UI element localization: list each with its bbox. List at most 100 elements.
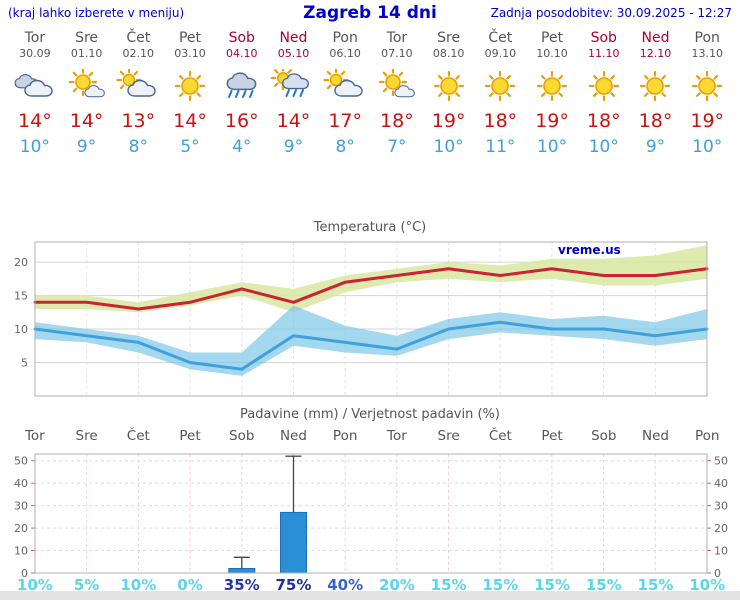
temp-chart-border — [34, 241, 708, 397]
precip-y-tick-label: 0 — [21, 567, 28, 579]
precip-probability: 15% — [534, 576, 570, 594]
day-temp-min: 10° — [536, 137, 568, 157]
day-temp-max: 14° — [173, 110, 207, 132]
day-date: 07.10 — [381, 47, 413, 60]
day-temp-min: 8° — [335, 137, 355, 157]
day-name: Pet — [541, 30, 564, 46]
precip-y-tick-label: 50 — [714, 455, 728, 468]
day-column: Čet 02.10 13° 8° — [112, 30, 164, 170]
day-name: Sob — [590, 30, 617, 46]
temp-y-tick-label: 20 — [14, 256, 28, 269]
day-name: Sre — [75, 30, 99, 46]
precip-day-label: Sre — [437, 428, 460, 444]
day-temp-max: 17° — [328, 110, 363, 132]
precip-day-label: Ned — [641, 428, 669, 444]
precip-probability: 10% — [689, 576, 726, 594]
precip-probability: 10% — [120, 576, 157, 594]
precip-y-tick-label: 40 — [714, 477, 728, 490]
precip-day-label: Tor — [387, 428, 407, 444]
precip-bar — [228, 568, 256, 574]
day-column: Ned 05.10 14° 9° — [268, 30, 320, 170]
days-row: Tor 30.09 14° 10° Sre 01.10 14° 9° Čet 02.10 13° 8°… — [0, 30, 740, 170]
mostly-cloudy-icon — [112, 67, 164, 103]
sunny-icon — [474, 69, 526, 103]
precip-probability: 10% — [16, 576, 53, 594]
day-temp-min: 7° — [387, 137, 407, 157]
day-date: 05.10 — [277, 47, 310, 60]
precip-y-tick-label: 40 — [14, 477, 28, 490]
day-date: 10.10 — [536, 47, 568, 60]
precip-bar — [280, 511, 307, 574]
page-title: Zagreb 14 dni — [303, 3, 437, 23]
temp-y-tick-label: 10 — [14, 323, 28, 336]
day-temp-max: 18° — [586, 110, 621, 132]
day-temp-min: 9° — [283, 137, 304, 157]
day-column: Pet 03.10 14° 5° — [164, 30, 216, 170]
precip-y-tick-label: 20 — [714, 522, 728, 535]
precip-day-labels: Tor Sre Čet Pet Sob Ned Pon Tor Sre Čet Pet Sob Ned P… — [0, 428, 740, 444]
precip-day-label: Sob — [591, 428, 617, 444]
day-column: Pon 13.10 19° 10° — [681, 30, 733, 170]
precip-probability: 75% — [275, 576, 312, 594]
precip-day-label: Sre — [75, 428, 98, 444]
day-name: Sre — [437, 30, 461, 46]
day-temp-min: 10° — [692, 137, 723, 157]
precip-prob-row: 10% 5% 10% 0% 35% 75% 40% 20% 15% 15% 15% 15% 15% 10% — [0, 576, 740, 594]
day-column: Pet 10.10 19° 10° — [526, 30, 578, 170]
day-column: Tor 07.10 18° 7° — [371, 30, 423, 170]
precip-y-tick-label: 10 — [714, 545, 728, 558]
day-temp-min: 5° — [180, 137, 200, 157]
precip-day-label: Čet — [488, 428, 512, 444]
day-name: Pet — [178, 30, 202, 46]
sunny-icon — [681, 69, 733, 103]
day-date: 09.10 — [484, 47, 517, 60]
day-name: Ned — [279, 30, 308, 46]
day-column: Sob 04.10 16° 4° — [216, 30, 268, 170]
precip-probability: 15% — [430, 576, 467, 594]
day-column: Sre 08.10 19° 10° — [423, 30, 475, 170]
day-date: 13.10 — [691, 47, 723, 60]
precip-y-tick-label: 50 — [14, 455, 28, 468]
precip-day-label: Pet — [179, 428, 201, 444]
day-date: 30.09 — [19, 47, 51, 60]
day-column: Pon 06.10 17° 8° — [319, 30, 371, 170]
day-temp-max: 18° — [638, 110, 673, 132]
day-temp-max: 14° — [276, 110, 311, 132]
sunny-icon — [526, 69, 578, 103]
day-temp-max: 16° — [224, 110, 259, 132]
day-name: Sob — [228, 30, 255, 46]
day-date: 08.10 — [432, 47, 465, 60]
precip-day-label: Sob — [229, 428, 255, 444]
precip-probability: 0% — [177, 576, 203, 594]
day-name: Tor — [386, 30, 408, 46]
precip-y-tick-label: 30 — [714, 500, 728, 513]
precip-probability: 5% — [73, 576, 100, 594]
precip-day-label: Pon — [332, 428, 358, 444]
temperature-chart-title: Temperatura (°C) — [313, 220, 427, 235]
sunny-icon — [164, 69, 216, 103]
precip-day-label: Tor — [24, 428, 45, 444]
precip-y-tick-label: 30 — [14, 500, 28, 513]
precip-chart-border — [34, 453, 708, 574]
sunny-icon — [630, 69, 682, 103]
day-column: Čet 09.10 18° 11° — [474, 30, 526, 170]
temperature-chart-svg: 5 10 15 20 — [14, 241, 709, 397]
day-temp-max: 14° — [69, 110, 104, 132]
day-column: Sre 01.10 14° 9° — [61, 30, 113, 170]
day-temp-max: 19° — [535, 110, 569, 132]
watermark: vreme.us — [558, 243, 621, 257]
day-temp-min: 8° — [128, 137, 148, 157]
sunny-icon — [423, 69, 475, 103]
precip-probability: 20% — [378, 576, 415, 594]
sunny-icon — [578, 69, 630, 103]
temp-y-tick-label: 5 — [21, 357, 28, 370]
day-temp-max: 13° — [121, 110, 156, 132]
day-name: Čet — [126, 30, 151, 46]
mostly-cloudy-icon — [319, 67, 371, 103]
bottom-bar — [0, 591, 740, 600]
day-column: Sob 11.10 18° 10° — [578, 30, 630, 170]
day-temp-max: 19° — [690, 110, 725, 132]
day-temp-max: 14° — [18, 110, 52, 132]
day-temp-min: 10° — [588, 137, 619, 157]
